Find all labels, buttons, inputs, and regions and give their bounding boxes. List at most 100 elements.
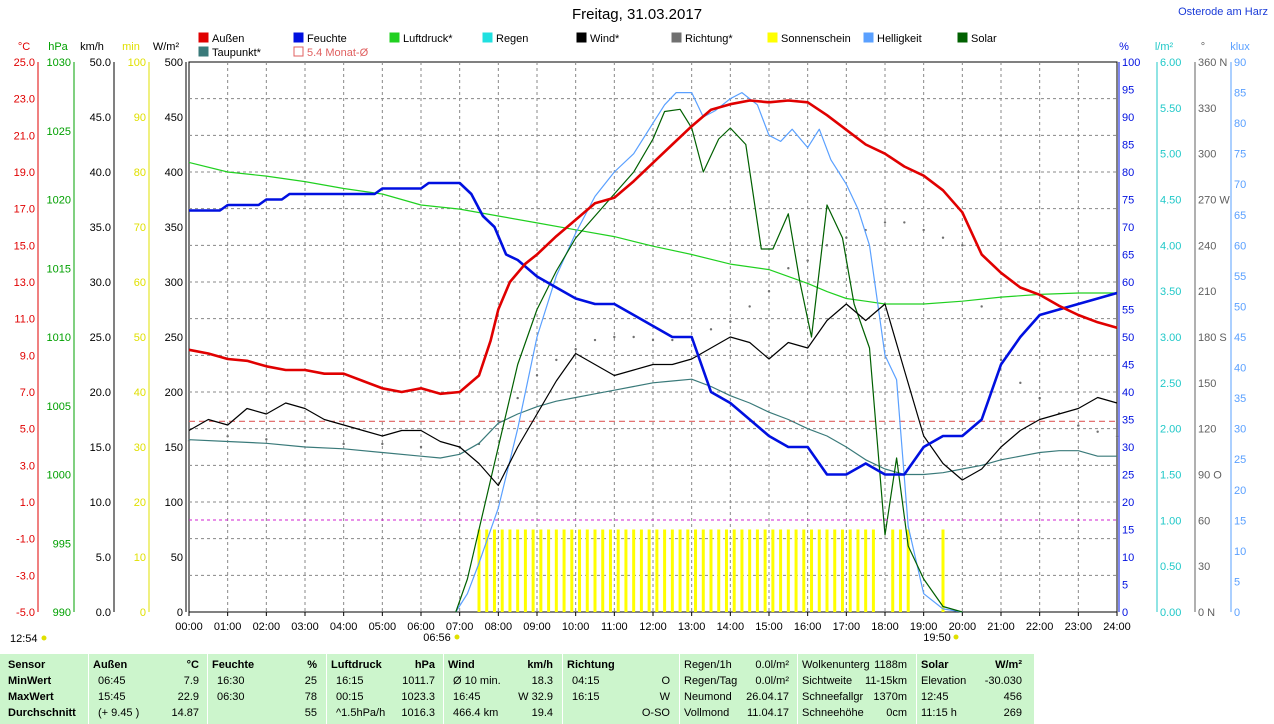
stats-panel: Sensor MinWert MaxWert Durchschnitt Außen °C 0… xyxy=(0,654,1034,724)
sunshine-bar xyxy=(779,529,783,612)
stats-separator xyxy=(916,654,917,724)
axis-tick-label-right: 4.00 xyxy=(1160,240,1181,252)
direction-point xyxy=(671,338,674,342)
sunshine-bar xyxy=(701,529,705,612)
sunshine-bar xyxy=(601,529,605,612)
axis-tick-label-left: 19.0 xyxy=(14,167,35,179)
axis-tick-label-left: 500 xyxy=(165,57,183,69)
axis-tick-label-right: 70 xyxy=(1122,222,1134,234)
direction-point xyxy=(651,338,655,342)
stats-cell: 06:30 xyxy=(217,691,245,703)
axis-tick-label-right: 50 xyxy=(1122,332,1134,344)
axis-tick-label-left: 300 xyxy=(165,277,183,289)
extra-value: 26.04.17 xyxy=(746,691,789,703)
stats-cell: 06:45 xyxy=(98,675,126,687)
stats-row-label: Durchschnitt xyxy=(8,707,76,719)
sunshine-bar xyxy=(663,529,667,612)
direction-point xyxy=(1077,424,1080,427)
direction-point xyxy=(593,338,597,342)
axis-tick-label-right: 25 xyxy=(1122,470,1134,482)
stats-col-header: Richtung xyxy=(567,659,615,671)
legend-swatch xyxy=(482,32,493,43)
stats-cell: 16:15 xyxy=(336,675,364,687)
sunshine-bar xyxy=(810,529,814,612)
direction-point xyxy=(516,396,519,400)
axis-tick-label-left: 995 xyxy=(53,538,71,550)
stats-value: 55 xyxy=(304,707,317,719)
stats-cell: (+ 9.45 ) xyxy=(98,707,140,719)
stats-value: 25 xyxy=(304,675,317,687)
sunshine-bar xyxy=(825,529,829,612)
legend-label: Wind* xyxy=(590,33,620,45)
stats-value: 1016.3 xyxy=(401,707,435,719)
axis-tick-label-right: 5.50 xyxy=(1160,103,1181,115)
axis-tick-label-right: 20 xyxy=(1122,497,1134,509)
sunset-icon xyxy=(953,634,959,640)
axis-tick-label-left: 30.0 xyxy=(90,277,111,289)
direction-point xyxy=(709,328,713,331)
sunshine-bar xyxy=(647,529,651,612)
axis-unit-left: hPa xyxy=(48,41,68,53)
axis-tick-label-left: -3.0 xyxy=(16,570,35,582)
axis-tick-label-right: 80 xyxy=(1122,167,1134,179)
stats-value: 14.87 xyxy=(171,707,199,719)
sunshine-bar xyxy=(516,529,520,612)
sunshine-bar xyxy=(492,529,496,612)
sunrise-icon xyxy=(454,634,460,640)
sunshine-bar xyxy=(632,529,636,612)
axis-tick-label-right: 360 N xyxy=(1198,57,1227,69)
axis-tick-label-right: 15 xyxy=(1234,515,1246,527)
direction-point xyxy=(497,419,500,423)
axis-tick-label-right: 20 xyxy=(1234,485,1246,497)
axis-tick-label-left: 9.0 xyxy=(20,350,35,362)
sunrise-label: 06:56 xyxy=(423,632,451,644)
axis-tick-label-right: 65 xyxy=(1234,210,1246,222)
stats-cell: 11:15 h xyxy=(921,707,957,719)
direction-point xyxy=(767,289,771,293)
station-name: Osterode am Harz xyxy=(1178,6,1268,18)
axis-unit-left: min xyxy=(122,41,140,53)
axis-tick-label-left: 250 xyxy=(165,332,183,344)
axis-tick-label-left: 11.0 xyxy=(14,314,35,326)
sunshine-bar xyxy=(864,529,868,612)
direction-point xyxy=(980,305,983,308)
sunshine-bar xyxy=(717,529,721,612)
axis-unit-left: °C xyxy=(18,41,30,53)
axis-tick-label-left: 7.0 xyxy=(20,387,35,399)
axis-tick-label-right: 300 xyxy=(1198,149,1216,161)
axis-tick-label-left: 1.0 xyxy=(20,497,35,509)
axis-tick-label-left: 40 xyxy=(134,387,146,399)
axis-tick-label-left: 3.0 xyxy=(20,460,35,472)
direction-point xyxy=(903,221,906,224)
axis-tick-label-left: 0.0 xyxy=(96,607,111,619)
stats-value: 269 xyxy=(1003,707,1022,719)
legend-label: Richtung* xyxy=(685,33,733,45)
axis-tick-label-right: 45 xyxy=(1122,360,1134,372)
axis-tick-label-left: 20 xyxy=(134,497,146,509)
axis-tick-label-left: 50 xyxy=(134,332,146,344)
direction-point xyxy=(419,445,423,449)
extra-value: 1188m xyxy=(874,659,907,671)
axis-unit-right: klux xyxy=(1230,41,1250,53)
sunshine-bar xyxy=(891,529,895,612)
x-tick-label: 00:00 xyxy=(175,621,203,633)
direction-point xyxy=(303,439,307,443)
direction-point xyxy=(265,438,268,441)
axis-tick-label-left: 50.0 xyxy=(90,57,111,69)
sunshine-bar xyxy=(856,529,860,612)
stats-value: 7.9 xyxy=(183,675,199,687)
axis-tick-label-left: 0 xyxy=(140,607,146,619)
plot-area xyxy=(188,61,1118,613)
axis-tick-label-right: 50 xyxy=(1234,301,1246,313)
axis-tick-label-left: 60 xyxy=(134,277,146,289)
extra-label: Schneefallgr xyxy=(802,691,864,703)
x-tick-label: 12:00 xyxy=(639,621,667,633)
axis-tick-label-left: 100 xyxy=(165,497,183,509)
stats-col-unit: W/m² xyxy=(995,659,1022,671)
x-tick-label: 14:00 xyxy=(717,621,745,633)
legend-swatch xyxy=(671,32,682,43)
extra-value: 0.0l/m² xyxy=(755,659,789,671)
extra-label: Wolkenunterg xyxy=(802,659,870,671)
axis-tick-label-right: 60 xyxy=(1234,240,1246,252)
x-tick-label: 16:00 xyxy=(794,621,822,633)
